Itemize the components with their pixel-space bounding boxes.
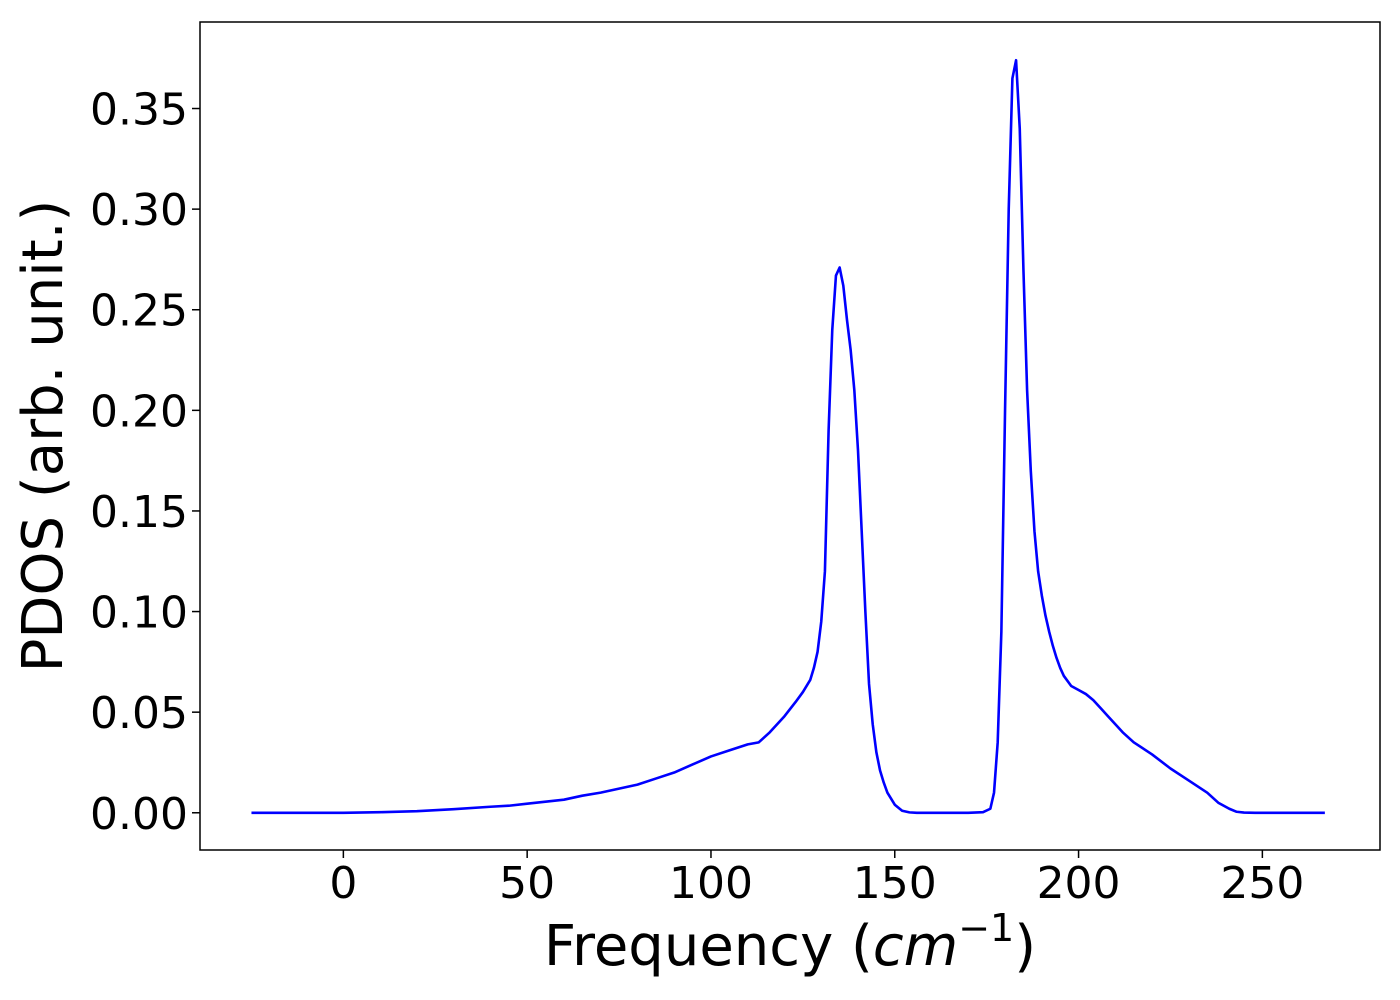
y-tick-label: 0.10 bbox=[90, 588, 188, 639]
x-tick-label: 250 bbox=[1220, 858, 1304, 909]
y-tick-label: 0.30 bbox=[90, 185, 188, 236]
pdos-series-line bbox=[251, 58, 1325, 815]
series-layer bbox=[251, 58, 1325, 815]
x-axis-label: Frequency (cm−1) bbox=[544, 906, 1036, 979]
y-tick-label: 0.20 bbox=[90, 386, 188, 437]
x-ticks: 0 50 100 150 200 250 bbox=[329, 850, 1304, 909]
y-tick-label: 0.05 bbox=[90, 688, 188, 739]
x-tick-label: 100 bbox=[669, 858, 753, 909]
y-ticks: 0.00 0.05 0.10 0.15 0.20 0.25 0.30 0.35 bbox=[90, 85, 200, 840]
x-tick-label: 150 bbox=[853, 858, 937, 909]
x-tick-label: 0 bbox=[329, 858, 357, 909]
x-tick-label: 200 bbox=[1037, 858, 1121, 909]
y-tick-label: 0.00 bbox=[90, 789, 188, 840]
y-axis-label: PDOS (arb. unit.) bbox=[11, 200, 76, 673]
y-tick-label: 0.15 bbox=[90, 487, 188, 538]
y-tick-label: 0.25 bbox=[90, 286, 188, 337]
y-tick-label: 0.35 bbox=[90, 85, 188, 136]
x-tick-label: 50 bbox=[499, 858, 555, 909]
plot-frame bbox=[199, 21, 1381, 851]
